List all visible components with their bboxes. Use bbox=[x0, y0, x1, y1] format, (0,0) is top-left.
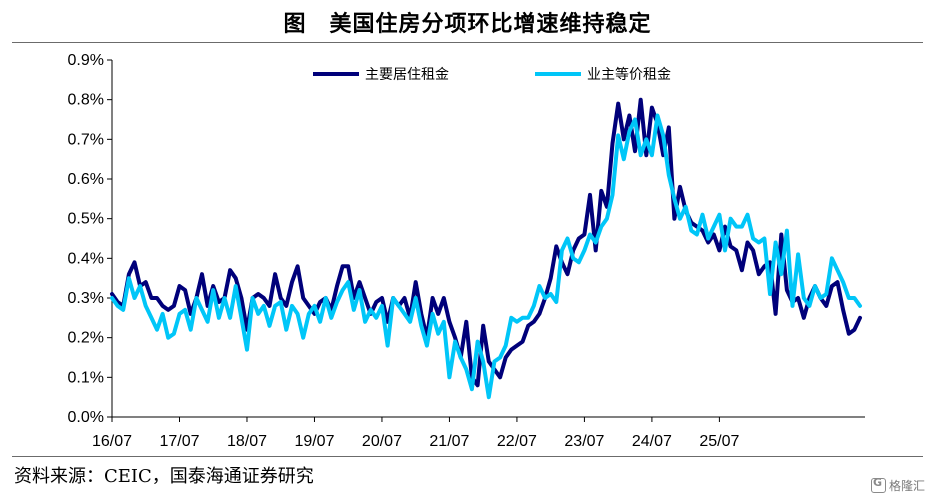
y-tick-label: 0.7% bbox=[68, 131, 104, 148]
x-tick-label: 23/07 bbox=[564, 433, 604, 450]
y-tick-label: 0.8% bbox=[68, 92, 104, 109]
x-tick-label: 24/07 bbox=[632, 433, 672, 450]
source-note: 资料来源：CEIC，国泰海通证券研究 bbox=[14, 466, 314, 487]
series-line-1 bbox=[110, 97, 862, 388]
x-tick-label: 19/07 bbox=[294, 433, 334, 450]
x-tick-label: 16/07 bbox=[92, 433, 132, 450]
top-rule bbox=[12, 42, 923, 43]
x-tick-label: 25/07 bbox=[699, 433, 739, 450]
legend-label-1: 主要居住租金 bbox=[365, 67, 449, 83]
chart-title: 图 美国住房分项环比增速维持稳定 bbox=[283, 11, 652, 37]
watermark: 格隆汇 bbox=[870, 476, 925, 494]
y-tick-label: 0.5% bbox=[68, 211, 104, 228]
y-tick-label: 0.0% bbox=[68, 409, 104, 426]
y-tick-label: 0.2% bbox=[68, 330, 104, 347]
series-layer bbox=[110, 97, 862, 400]
y-tick-label: 0.6% bbox=[68, 171, 104, 188]
y-tick-label: 0.3% bbox=[68, 290, 104, 307]
bottom-rule bbox=[12, 456, 923, 457]
watermark-logo-icon bbox=[870, 476, 886, 493]
legend: 主要居住租金 业主等价租金 bbox=[313, 66, 671, 83]
y-tick-label: 0.1% bbox=[68, 369, 104, 386]
x-tick-label: 21/07 bbox=[429, 433, 469, 450]
legend-label-2: 业主等价租金 bbox=[587, 66, 671, 83]
x-tick-label: 22/07 bbox=[497, 433, 537, 450]
x-tick-label: 20/07 bbox=[362, 433, 402, 450]
y-tick-label: 0.4% bbox=[68, 250, 104, 267]
x-tick-label: 17/07 bbox=[159, 433, 199, 450]
series-line-2 bbox=[110, 113, 862, 400]
axes: 0.0% 0.1% 0.2% 0.3% 0.4% 0.5% 0.6% 0.7% 0.8% 0.9%… bbox=[68, 52, 865, 450]
watermark-text: 格隆汇 bbox=[888, 479, 925, 493]
y-tick-label: 0.9% bbox=[68, 52, 104, 69]
x-tick-label: 18/07 bbox=[227, 433, 267, 450]
